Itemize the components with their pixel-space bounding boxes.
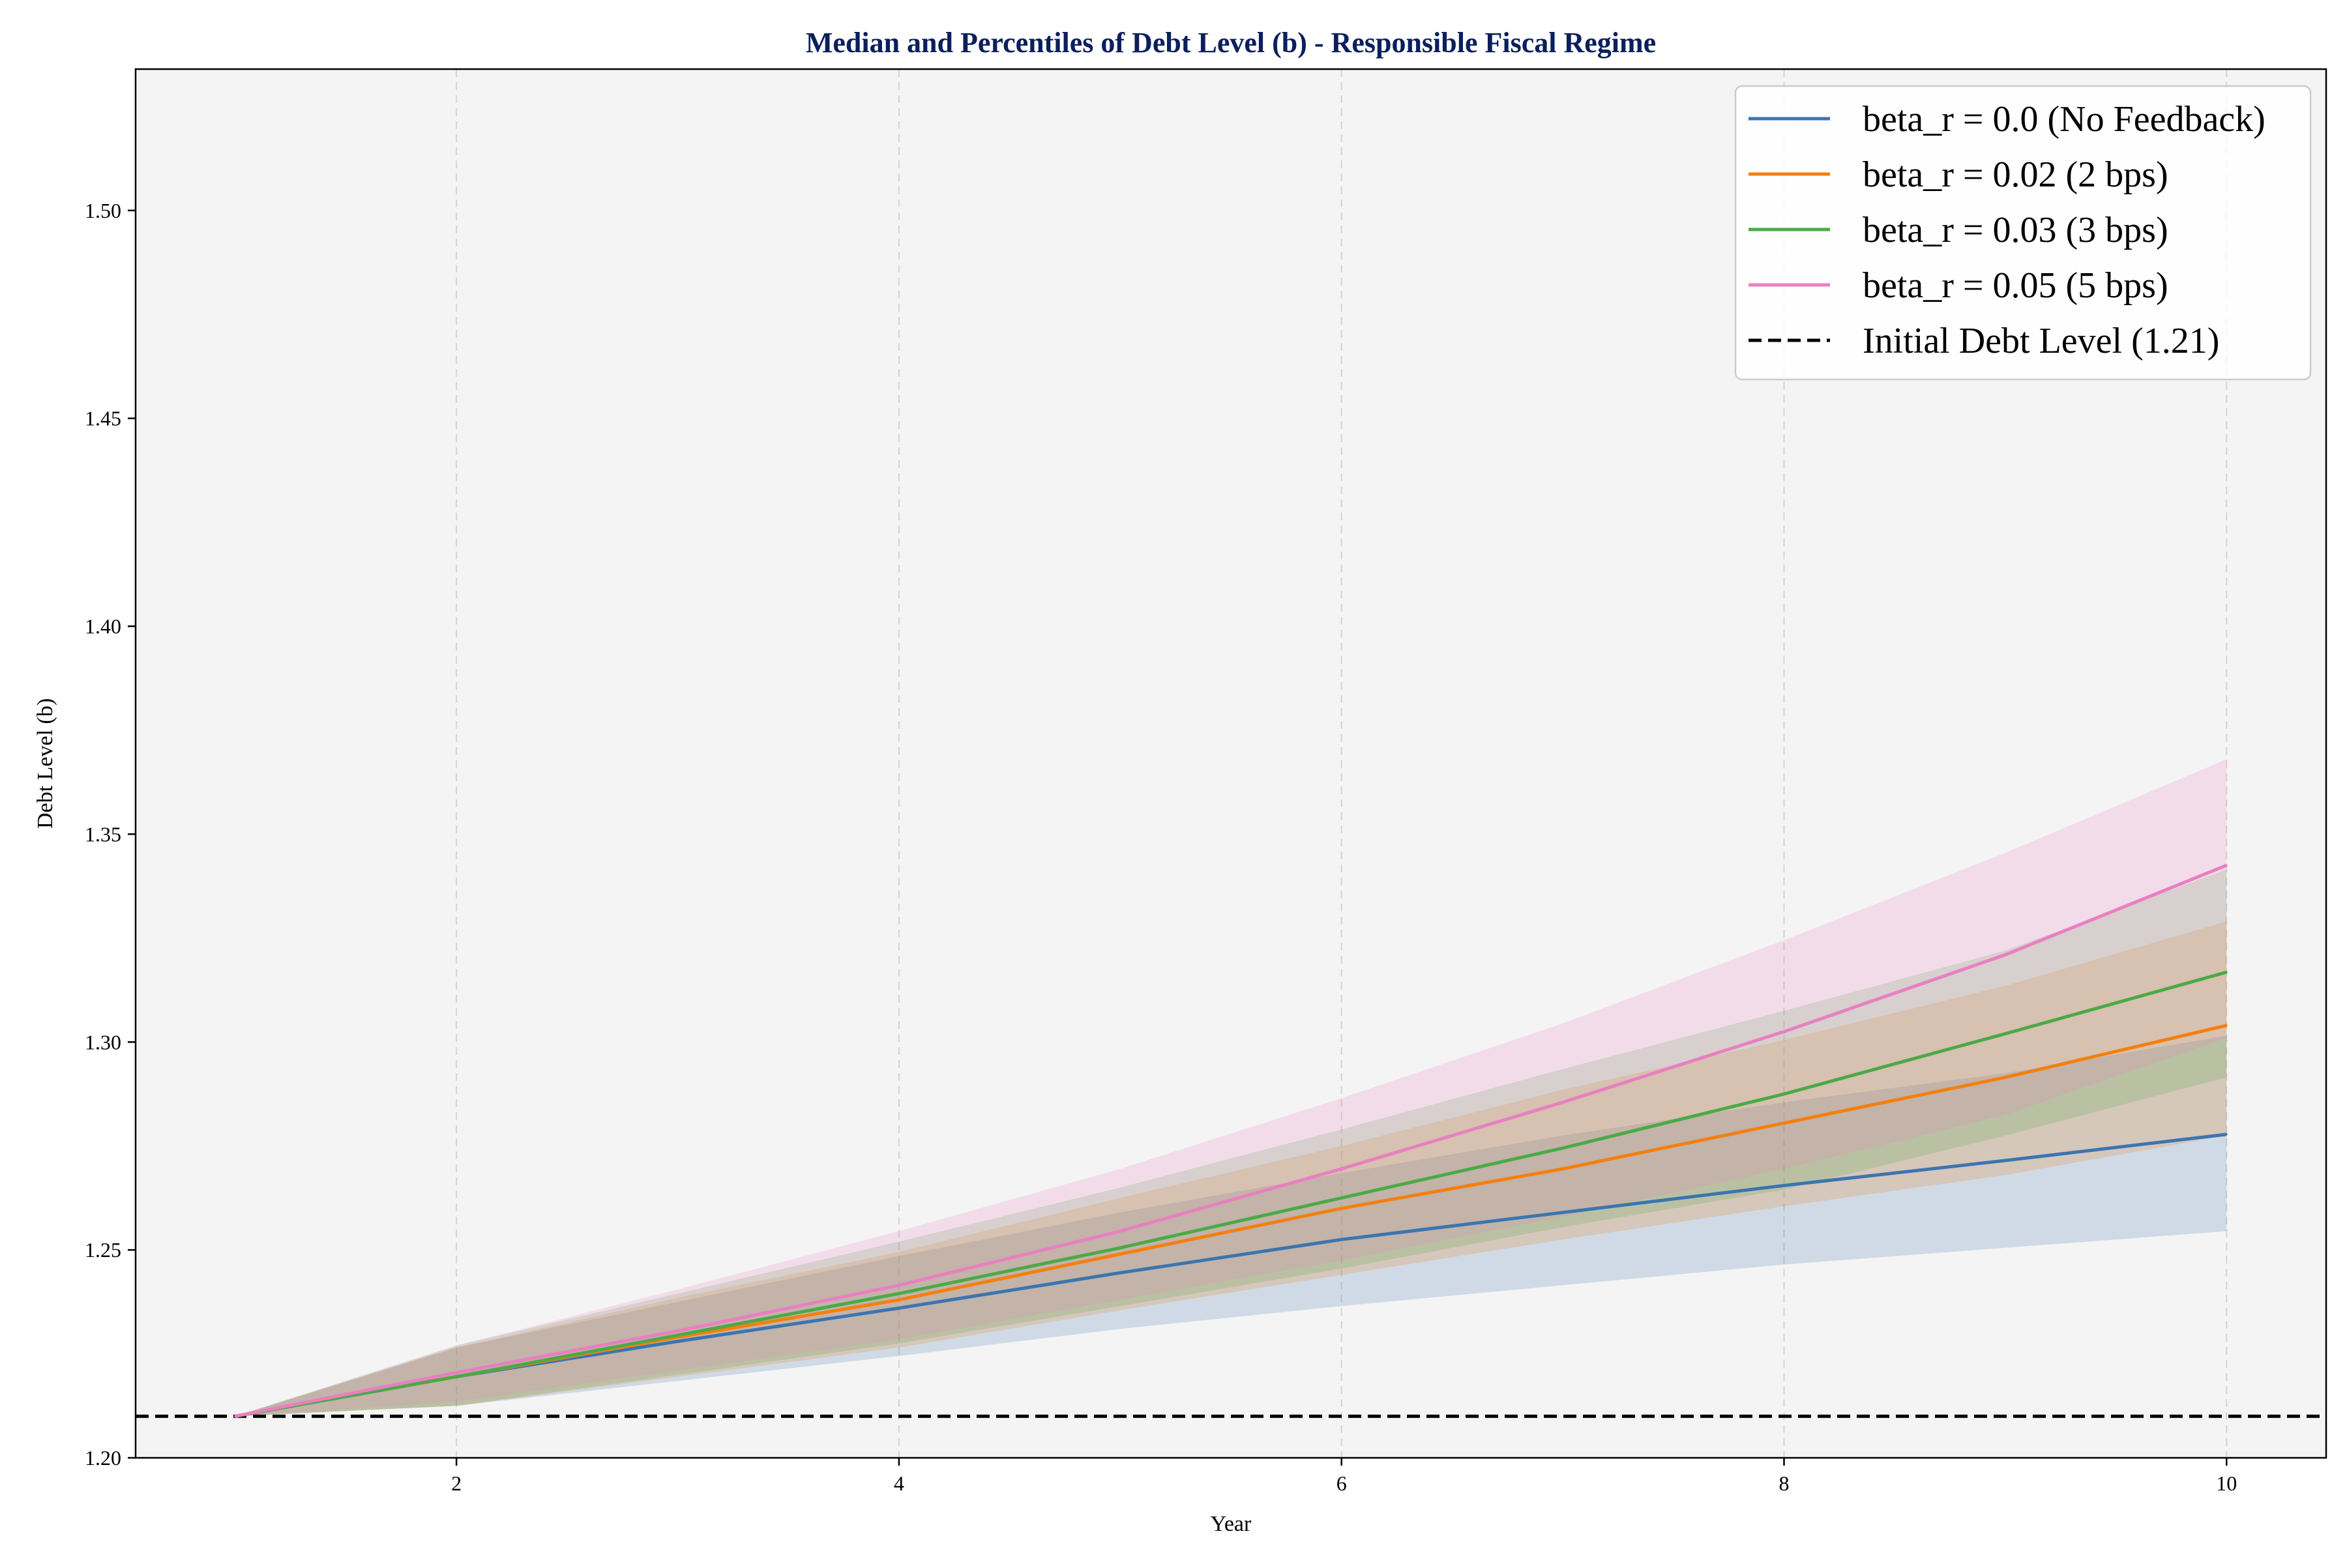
median-point xyxy=(898,1299,900,1301)
median-point xyxy=(1119,1247,1121,1249)
median-point xyxy=(2225,1024,2228,1027)
median-line xyxy=(235,1132,2227,1418)
chart-title: Median and Percentiles of Debt Level (b)… xyxy=(806,27,1656,59)
median-point xyxy=(2004,1076,2007,1078)
y-tick-label: 1.30 xyxy=(85,1030,121,1054)
median-point xyxy=(1561,1168,1564,1170)
median-point xyxy=(2225,971,2228,973)
legend-label: beta_r = 0.0 (No Feedback) xyxy=(1863,99,2266,140)
y-tick-label: 1.40 xyxy=(85,615,121,638)
legend-box xyxy=(1734,85,2312,381)
median-point xyxy=(234,1415,237,1417)
median-point xyxy=(898,1307,900,1309)
median-point xyxy=(1119,1271,1121,1274)
median-point xyxy=(677,1329,679,1332)
x-tick-label: 2 xyxy=(451,1472,462,1495)
legend: beta_r = 0.0 (No Feedback) beta_r = 0.02 … xyxy=(1734,85,2312,381)
percentile-band xyxy=(235,921,2227,1417)
median-point xyxy=(1119,1230,1121,1232)
median-point xyxy=(2004,953,2007,956)
y-tick-label: 1.25 xyxy=(85,1238,121,1262)
y-tick-label: 1.35 xyxy=(85,822,121,846)
median-point xyxy=(898,1284,900,1286)
median-lines xyxy=(234,863,2228,1418)
median-point xyxy=(1561,1211,1564,1214)
median-point xyxy=(1340,1238,1343,1241)
median-point xyxy=(1782,1030,1785,1033)
x-tick-label: 8 xyxy=(1779,1472,1789,1495)
median-point xyxy=(1119,1253,1121,1256)
median-point xyxy=(677,1340,679,1342)
median-point xyxy=(1340,1168,1343,1170)
median-point xyxy=(1782,1184,1785,1187)
median-point xyxy=(455,1376,458,1378)
plot-frame xyxy=(134,68,2327,1459)
median-point xyxy=(1561,1147,1564,1149)
median-point xyxy=(1340,1196,1343,1199)
percentile-band xyxy=(235,759,2227,1417)
median-point xyxy=(1782,1093,1785,1095)
y-tick-label: 1.20 xyxy=(85,1446,121,1470)
median-point xyxy=(2225,1133,2228,1136)
median-point xyxy=(2004,1033,2007,1035)
percentile-band xyxy=(235,869,2227,1417)
legend-label: beta_r = 0.05 (5 bps) xyxy=(1863,265,2168,306)
median-point xyxy=(2004,1159,2007,1162)
x-axis-ticks: 2 4 6 8 10 xyxy=(451,1458,2237,1495)
legend-label: beta_r = 0.02 (2 bps) xyxy=(1863,155,2168,195)
x-axis-label: Year xyxy=(1211,1512,1252,1536)
legend-label: Initial Debt Level (1.21) xyxy=(1863,321,2219,361)
median-point xyxy=(1782,1122,1785,1125)
x-tick-label: 10 xyxy=(2216,1472,2237,1495)
y-tick-label: 1.50 xyxy=(85,199,121,222)
median-point xyxy=(455,1371,458,1374)
median-point xyxy=(1561,1101,1564,1104)
grid-lines xyxy=(456,69,2228,1458)
y-tick-label: 1.45 xyxy=(85,407,121,430)
median-point xyxy=(898,1292,900,1295)
median-point xyxy=(677,1334,679,1337)
median-point xyxy=(2225,864,2228,866)
x-tick-label: 4 xyxy=(894,1472,904,1495)
median-point xyxy=(1340,1207,1343,1209)
median-line xyxy=(235,970,2227,1418)
legend-label: beta_r = 0.03 (3 bps) xyxy=(1863,210,2168,250)
x-tick-label: 6 xyxy=(1336,1472,1347,1495)
median-line xyxy=(235,863,2228,1418)
y-axis-label: Debt Level (b) xyxy=(33,698,57,829)
y-axis-ticks: 1.20 1.25 1.30 1.35 1.40 1.45 1.50 xyxy=(85,199,136,1470)
